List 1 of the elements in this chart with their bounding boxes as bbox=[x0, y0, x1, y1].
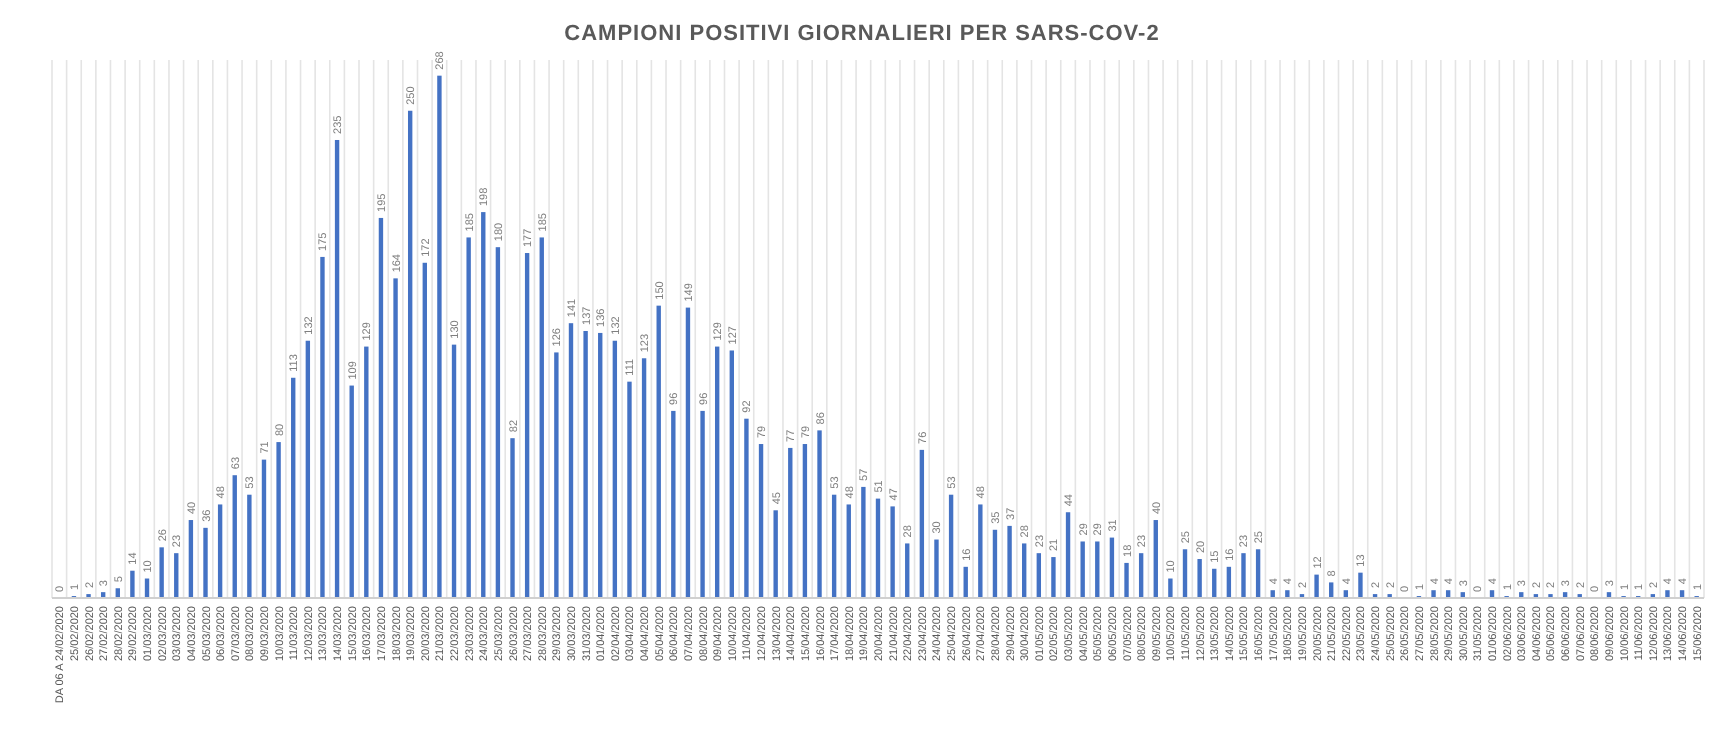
chart-title: CAMPIONI POSITIVI GIORNALIERI PER SARS-COV-2 bbox=[564, 22, 1160, 46]
